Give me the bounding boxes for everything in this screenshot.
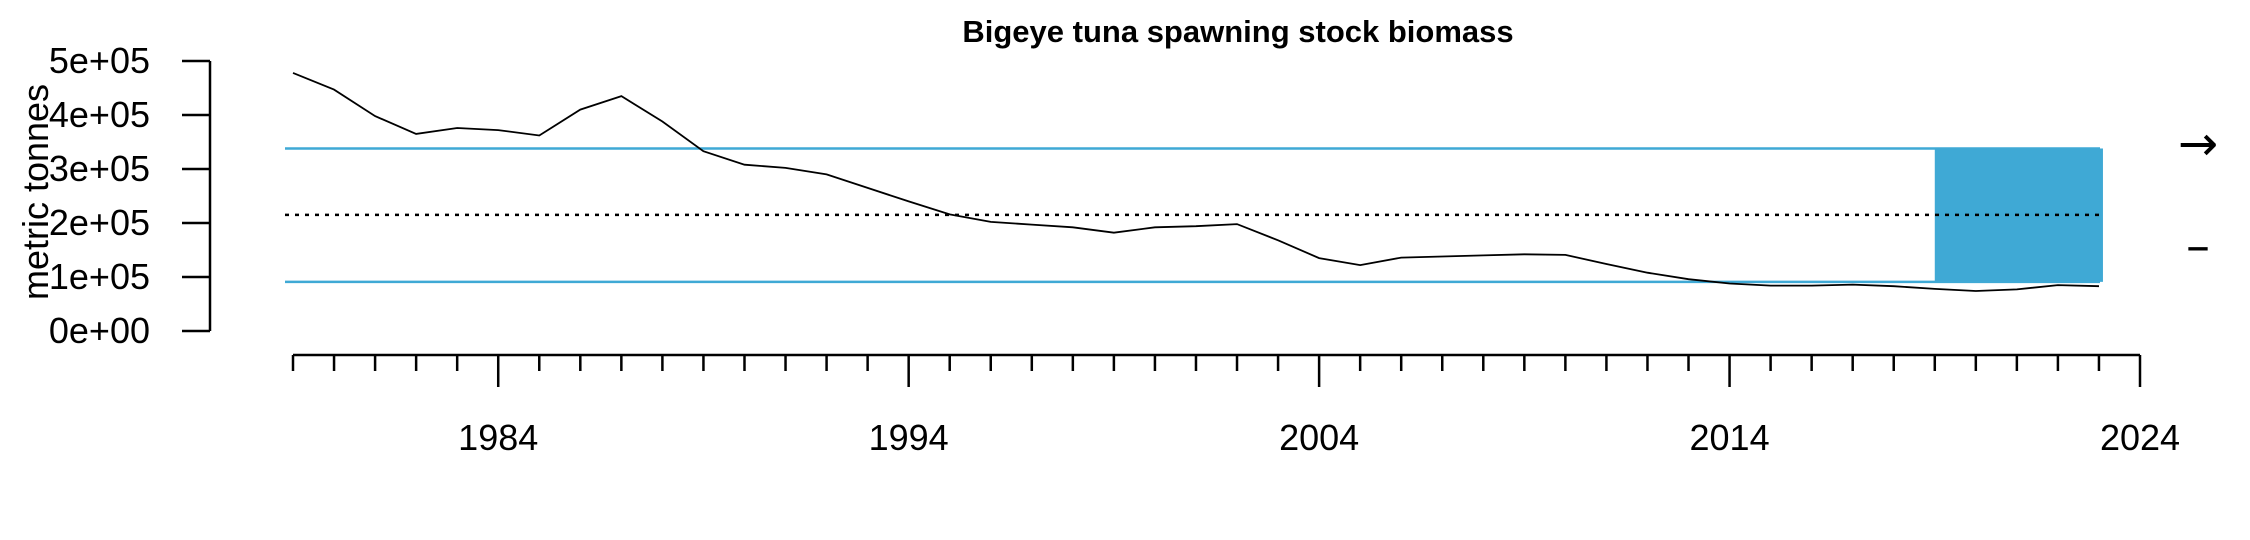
x-tick-label: 2024: [2100, 417, 2180, 458]
arrow-right-icon: →: [2178, 116, 2218, 172]
reference-lines-layer: [285, 147, 2100, 284]
x-tick-label: 1994: [869, 417, 949, 458]
dash-symbol: –: [2186, 218, 2210, 274]
x-tick-label: 2004: [1279, 417, 1359, 458]
y-axis-label-group: metric tonnes: [15, 84, 56, 300]
y-tick-label: 2e+05: [49, 202, 150, 243]
y-axis: 0e+00 1e+05 2e+05 3e+05 4e+05 5e+05: [49, 40, 212, 351]
y-tick-label: 0e+00: [49, 310, 150, 351]
y-tick-label: 1e+05: [49, 256, 150, 297]
x-tick-label: 1984: [458, 417, 538, 458]
y-axis-label: metric tonnes: [15, 84, 56, 300]
y-tick-label: 3e+05: [49, 148, 150, 189]
y-tick-label: 4e+05: [49, 94, 150, 135]
x-tick-label: 2014: [1690, 417, 1770, 458]
x-axis: 1984 1994 2004 2014 2024: [291, 353, 2180, 458]
chart-title: Bigeye tuna spawning stock biomass: [962, 14, 1513, 49]
y-tick-label: 5e+05: [49, 40, 150, 81]
series-layer: [292, 72, 2100, 292]
biomass-series-line: [292, 72, 2100, 292]
